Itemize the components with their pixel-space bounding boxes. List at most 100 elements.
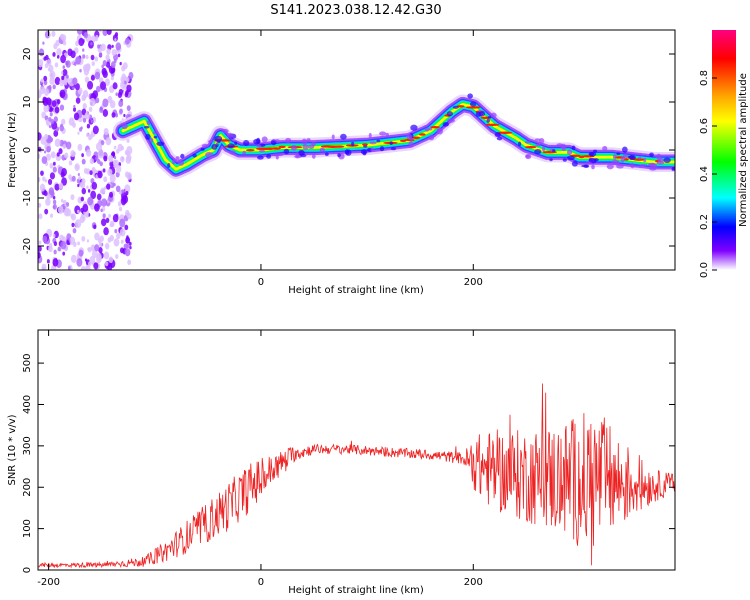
noise-speckle	[124, 80, 127, 85]
ridge-fringe	[542, 146, 546, 152]
noise-speckle	[38, 251, 41, 259]
ridge-fringe	[469, 101, 477, 107]
ridge-fringe	[283, 148, 290, 155]
noise-speckle	[102, 109, 109, 117]
noise-speckle	[46, 59, 52, 67]
ridge-peak	[411, 136, 421, 139]
noise-speckle	[125, 156, 132, 164]
snr-y-tick-label: 200	[22, 478, 33, 497]
ridge-fringe	[340, 133, 347, 140]
colorbar-ticks: 0.0 0.2 0.4 0.6 0.8	[699, 70, 717, 278]
noise-speckle	[41, 156, 48, 165]
ridge-fringe	[258, 149, 265, 153]
noise-speckle	[114, 38, 117, 42]
noise-speckle	[53, 249, 57, 255]
noise-speckle	[89, 98, 96, 107]
noise-speckle	[99, 107, 104, 114]
noise-speckle	[48, 187, 55, 196]
noise-speckle	[127, 259, 132, 266]
noise-speckle	[111, 112, 116, 118]
ridge-fringe	[410, 124, 418, 131]
noise-speckle	[102, 98, 109, 108]
ridge-peak	[270, 147, 281, 150]
noise-speckle	[126, 146, 133, 155]
ridge-fringe	[221, 128, 229, 134]
noise-speckle	[38, 176, 41, 183]
noise-speckle	[89, 158, 94, 165]
spectrogram-x-tick-label: 200	[464, 277, 483, 288]
noise-speckle	[107, 237, 112, 243]
noise-speckle	[38, 240, 42, 245]
spectrogram-y-tick-label: -10	[22, 190, 33, 206]
noise-speckle	[52, 161, 56, 166]
noise-speckle	[105, 137, 112, 146]
noise-speckle	[117, 201, 122, 207]
ridge-fringe	[630, 162, 635, 169]
ridge-peak	[498, 131, 513, 134]
ridge-fringe	[591, 164, 595, 170]
ridge-fringe	[234, 141, 238, 146]
noise-speckle	[38, 245, 42, 252]
noise-speckle	[115, 92, 118, 96]
ridge-fringe	[192, 153, 197, 158]
ridge-fringe	[363, 145, 368, 148]
noise-speckle	[90, 190, 97, 200]
noise-speckle	[113, 183, 116, 187]
ridge-fringe	[379, 146, 385, 152]
noise-speckle	[77, 131, 80, 135]
noise-speckle	[60, 123, 63, 128]
noise-speckle	[42, 97, 49, 106]
noise-speckle	[97, 44, 101, 49]
noise-speckle	[44, 208, 49, 215]
spectrogram-panel: -20 -10 0 10 20 -200 0 200 Height of straight l…	[7, 29, 676, 296]
noise-speckle	[118, 100, 124, 108]
noise-speckle	[116, 232, 121, 240]
noise-speckle	[108, 191, 114, 198]
ridge-fringe	[649, 163, 658, 170]
noise-speckle	[65, 74, 69, 79]
noise-speckle	[86, 264, 89, 269]
noise-speckle	[42, 176, 46, 182]
noise-speckle	[86, 239, 90, 243]
ridge-fringe	[436, 128, 443, 135]
noise-speckle	[108, 256, 114, 264]
ridge-fringe	[549, 158, 553, 162]
ridge-fringe	[649, 152, 654, 157]
noise-speckle	[48, 125, 52, 129]
noise-speckle	[73, 104, 76, 109]
noise-speckle	[74, 83, 80, 91]
noise-speckle	[129, 245, 132, 250]
noise-speckle	[90, 119, 94, 124]
noise-speckle	[78, 249, 84, 257]
noise-speckle	[99, 81, 107, 91]
noise-speckle	[125, 90, 129, 96]
noise-speckle	[125, 236, 131, 244]
ridge-fringe	[214, 135, 223, 142]
ridge-fringe	[172, 159, 176, 165]
noise-speckle	[47, 137, 51, 142]
ridge-fringe	[324, 152, 329, 157]
noise-speckle	[100, 208, 103, 213]
snr-x-label: Height of straight line (km)	[288, 585, 424, 596]
ridge-fringe	[620, 156, 625, 163]
snr-frame	[37, 329, 676, 571]
ridge-fringe	[242, 150, 247, 155]
noise-speckle	[80, 265, 86, 270]
noise-speckle	[60, 198, 64, 203]
ridge-fringe	[302, 144, 309, 150]
noise-speckle	[52, 84, 56, 90]
noise-speckle	[81, 153, 84, 158]
colorbar-gradient	[712, 30, 736, 270]
ridge-fringe	[467, 93, 473, 99]
ridge-peak	[334, 145, 345, 148]
noise-speckle	[58, 205, 64, 214]
noise-speckle	[76, 165, 79, 170]
noise-speckle	[126, 235, 129, 240]
noise-speckle	[38, 90, 42, 99]
ridge-fringe	[428, 134, 435, 141]
noise-speckle	[115, 42, 122, 51]
ridge-fringe	[452, 105, 459, 109]
noise-speckle	[120, 81, 126, 90]
noise-speckle	[88, 106, 93, 112]
ridge-fringe	[562, 158, 567, 162]
